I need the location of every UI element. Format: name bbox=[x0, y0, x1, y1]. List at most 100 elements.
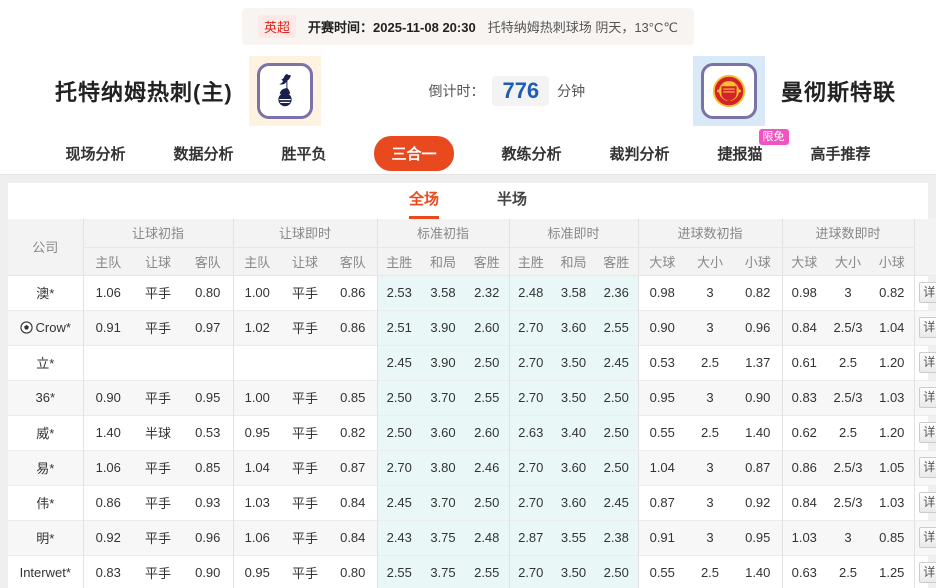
odds-cell: 1.03 bbox=[232, 485, 281, 520]
odds-cell: 1.00 bbox=[232, 275, 281, 310]
odds-cell: 2.48 bbox=[508, 275, 552, 310]
odds-cell: 0.95 bbox=[195, 390, 221, 405]
detail-button[interactable]: 详 bbox=[918, 317, 936, 338]
odds-cell: 0.84 bbox=[781, 485, 827, 520]
nav-item-win-draw-lose[interactable]: 胜平负 bbox=[281, 146, 327, 163]
odds-cell: 0.96 bbox=[745, 320, 771, 335]
odds-cell: 2.38 bbox=[595, 520, 638, 555]
odds-cell: 2.50 bbox=[465, 345, 509, 380]
nav-item-three-in-one[interactable]: 三合一 bbox=[374, 136, 454, 171]
odds-row: 明* 0.92 平手 0.96 1.06 平手 0.84 2.43 3.75 2.48 2.87 3.… bbox=[8, 520, 936, 555]
col-subheader: 大球 bbox=[637, 247, 686, 276]
odds-cell: 3.58 bbox=[421, 275, 465, 310]
odds-row: 澳* 1.06 平手 0.80 1.00 平手 0.86 2.53 3.58 2.32 2.48 3.… bbox=[8, 275, 936, 310]
odds-cell: 平手 bbox=[144, 321, 171, 336]
nav-item-data-analysis[interactable]: 数据分析 bbox=[173, 146, 234, 163]
odds-row: 伟* 0.86 平手 0.93 1.03 平手 0.84 2.45 3.70 2.50 2.70 3.… bbox=[8, 485, 936, 520]
odds-cell: 0.82 bbox=[340, 425, 366, 440]
odds-cell: 2.5 bbox=[700, 355, 720, 370]
col-subheader: 主队 bbox=[232, 247, 281, 276]
odds-cell: 3 bbox=[706, 320, 714, 335]
col-group-5: 进球数即时 bbox=[781, 219, 915, 248]
odds-cell: 2.70 bbox=[508, 485, 552, 520]
odds-cell: 2.70 bbox=[508, 380, 552, 415]
odds-cell: 0.98 bbox=[637, 275, 686, 310]
odds-cell: 3 bbox=[706, 495, 714, 510]
away-team-logo bbox=[692, 56, 765, 126]
odds-cell: 0.85 bbox=[879, 530, 905, 545]
nav-item-live-analysis[interactable]: 现场分析 bbox=[65, 146, 126, 163]
odds-cell: 0.82 bbox=[745, 285, 771, 300]
limited-free-badge: 限免 bbox=[758, 129, 789, 145]
odds-cell: 平手 bbox=[291, 531, 318, 546]
home-team: 托特纳姆热刺(主) bbox=[55, 56, 321, 126]
tab-half-match[interactable]: 半场 bbox=[497, 191, 528, 208]
content-area: 全场 半场 公司 让球初指 让球即时 标准初指 标准即时 进球数初指 进球数即时 主队 让球 客队主… bbox=[0, 175, 936, 588]
odds-cell: 1.03 bbox=[879, 495, 905, 510]
odds-cell: 0.90 bbox=[82, 380, 133, 415]
odds-cell: 平手 bbox=[144, 391, 171, 406]
away-team: 曼彻斯特联 bbox=[692, 56, 896, 126]
odds-cell: 平手 bbox=[291, 566, 318, 582]
detail-button[interactable]: 详 bbox=[918, 492, 936, 513]
countdown: 倒计时： 776 分钟 bbox=[321, 76, 693, 106]
detail-button[interactable]: 详 bbox=[918, 562, 936, 584]
nav-item-expert-picks[interactable]: 高手推荐 bbox=[810, 146, 871, 163]
odds-cell: 1.20 bbox=[879, 355, 905, 370]
odds-cell: 3.70 bbox=[421, 485, 465, 520]
detail-button[interactable]: 详 bbox=[918, 457, 936, 478]
odds-cell: 3.55 bbox=[552, 520, 595, 555]
nav-item-referee-analysis[interactable]: 裁判分析 bbox=[609, 146, 670, 163]
col-subheader: 客队 bbox=[183, 247, 233, 276]
odds-cell: 2.87 bbox=[508, 520, 552, 555]
detail-button[interactable]: 详 bbox=[918, 282, 936, 303]
odds-row: 立* 2.45 3.90 2.50 2.70 3.50 2.45 0.53 2.5 1.37 0.6… bbox=[8, 345, 936, 380]
col-subheader: 小球 bbox=[734, 247, 783, 276]
odds-cell: 1.06 bbox=[82, 275, 133, 310]
col-subheader: 和局 bbox=[552, 247, 595, 276]
nav-item-jiebao-cat[interactable]: 捷报猫 限免 bbox=[718, 129, 789, 164]
match-info-bar: 英超 开赛时间：2025-11-08 20:30 托特纳姆热刺球场 阴天，13°… bbox=[0, 0, 936, 49]
odds-cell: 0.87 bbox=[340, 460, 366, 475]
detail-button[interactable]: 详 bbox=[918, 352, 936, 373]
tab-full-match[interactable]: 全场 bbox=[408, 188, 439, 219]
odds-cell bbox=[232, 345, 281, 380]
odds-cell: 0.62 bbox=[781, 415, 827, 450]
odds-cell: 平手 bbox=[144, 286, 171, 301]
detail-cell: 详 bbox=[913, 520, 936, 555]
odds-cell: 2.43 bbox=[376, 520, 421, 555]
countdown-unit: 分钟 bbox=[557, 83, 586, 99]
odds-cell: 0.85 bbox=[195, 460, 221, 475]
detail-button[interactable]: 详 bbox=[918, 527, 936, 548]
soccer-ball-icon bbox=[19, 321, 33, 334]
odds-cell: 2.5/3 bbox=[833, 495, 863, 510]
odds-cell: 0.87 bbox=[745, 460, 771, 475]
detail-cell: 详 bbox=[913, 450, 936, 485]
detail-button[interactable]: 详 bbox=[918, 422, 936, 443]
away-team-name: 曼彻斯特联 bbox=[780, 80, 896, 105]
odds-cell: 3.60 bbox=[552, 485, 595, 520]
col-subheader: 大小 bbox=[826, 247, 871, 276]
odds-cell: 3.50 bbox=[552, 380, 595, 415]
odds-cell: 2.50 bbox=[376, 415, 421, 450]
company-name: 明* bbox=[36, 531, 55, 546]
odds-cell: 平手 bbox=[144, 496, 171, 511]
odds-cell: 2.55 bbox=[465, 555, 509, 588]
odds-row: Crow* 0.91 平手 0.97 1.02 平手 0.86 2.51 3.90 2.60 2.7… bbox=[8, 310, 936, 345]
col-subheader: 主队 bbox=[82, 247, 133, 276]
odds-cell: 2.50 bbox=[595, 380, 638, 415]
odds-cell: 平手 bbox=[291, 461, 318, 476]
odds-cell: 平手 bbox=[144, 566, 171, 582]
man-united-crest-icon bbox=[712, 74, 746, 108]
odds-cell: 1.02 bbox=[232, 310, 281, 345]
detail-button[interactable]: 详 bbox=[918, 387, 936, 408]
odds-cell bbox=[133, 345, 183, 380]
odds-cell: 平手 bbox=[291, 321, 318, 336]
scope-tabs: 全场 半场 bbox=[8, 183, 928, 219]
detail-cell: 详 bbox=[913, 415, 936, 450]
odds-cell: 3.50 bbox=[552, 555, 595, 588]
company-name: 36* bbox=[35, 390, 56, 405]
odds-cell: 2.48 bbox=[465, 520, 509, 555]
odds-cell: 3 bbox=[706, 390, 714, 405]
nav-item-coach-analysis[interactable]: 教练分析 bbox=[501, 146, 562, 163]
